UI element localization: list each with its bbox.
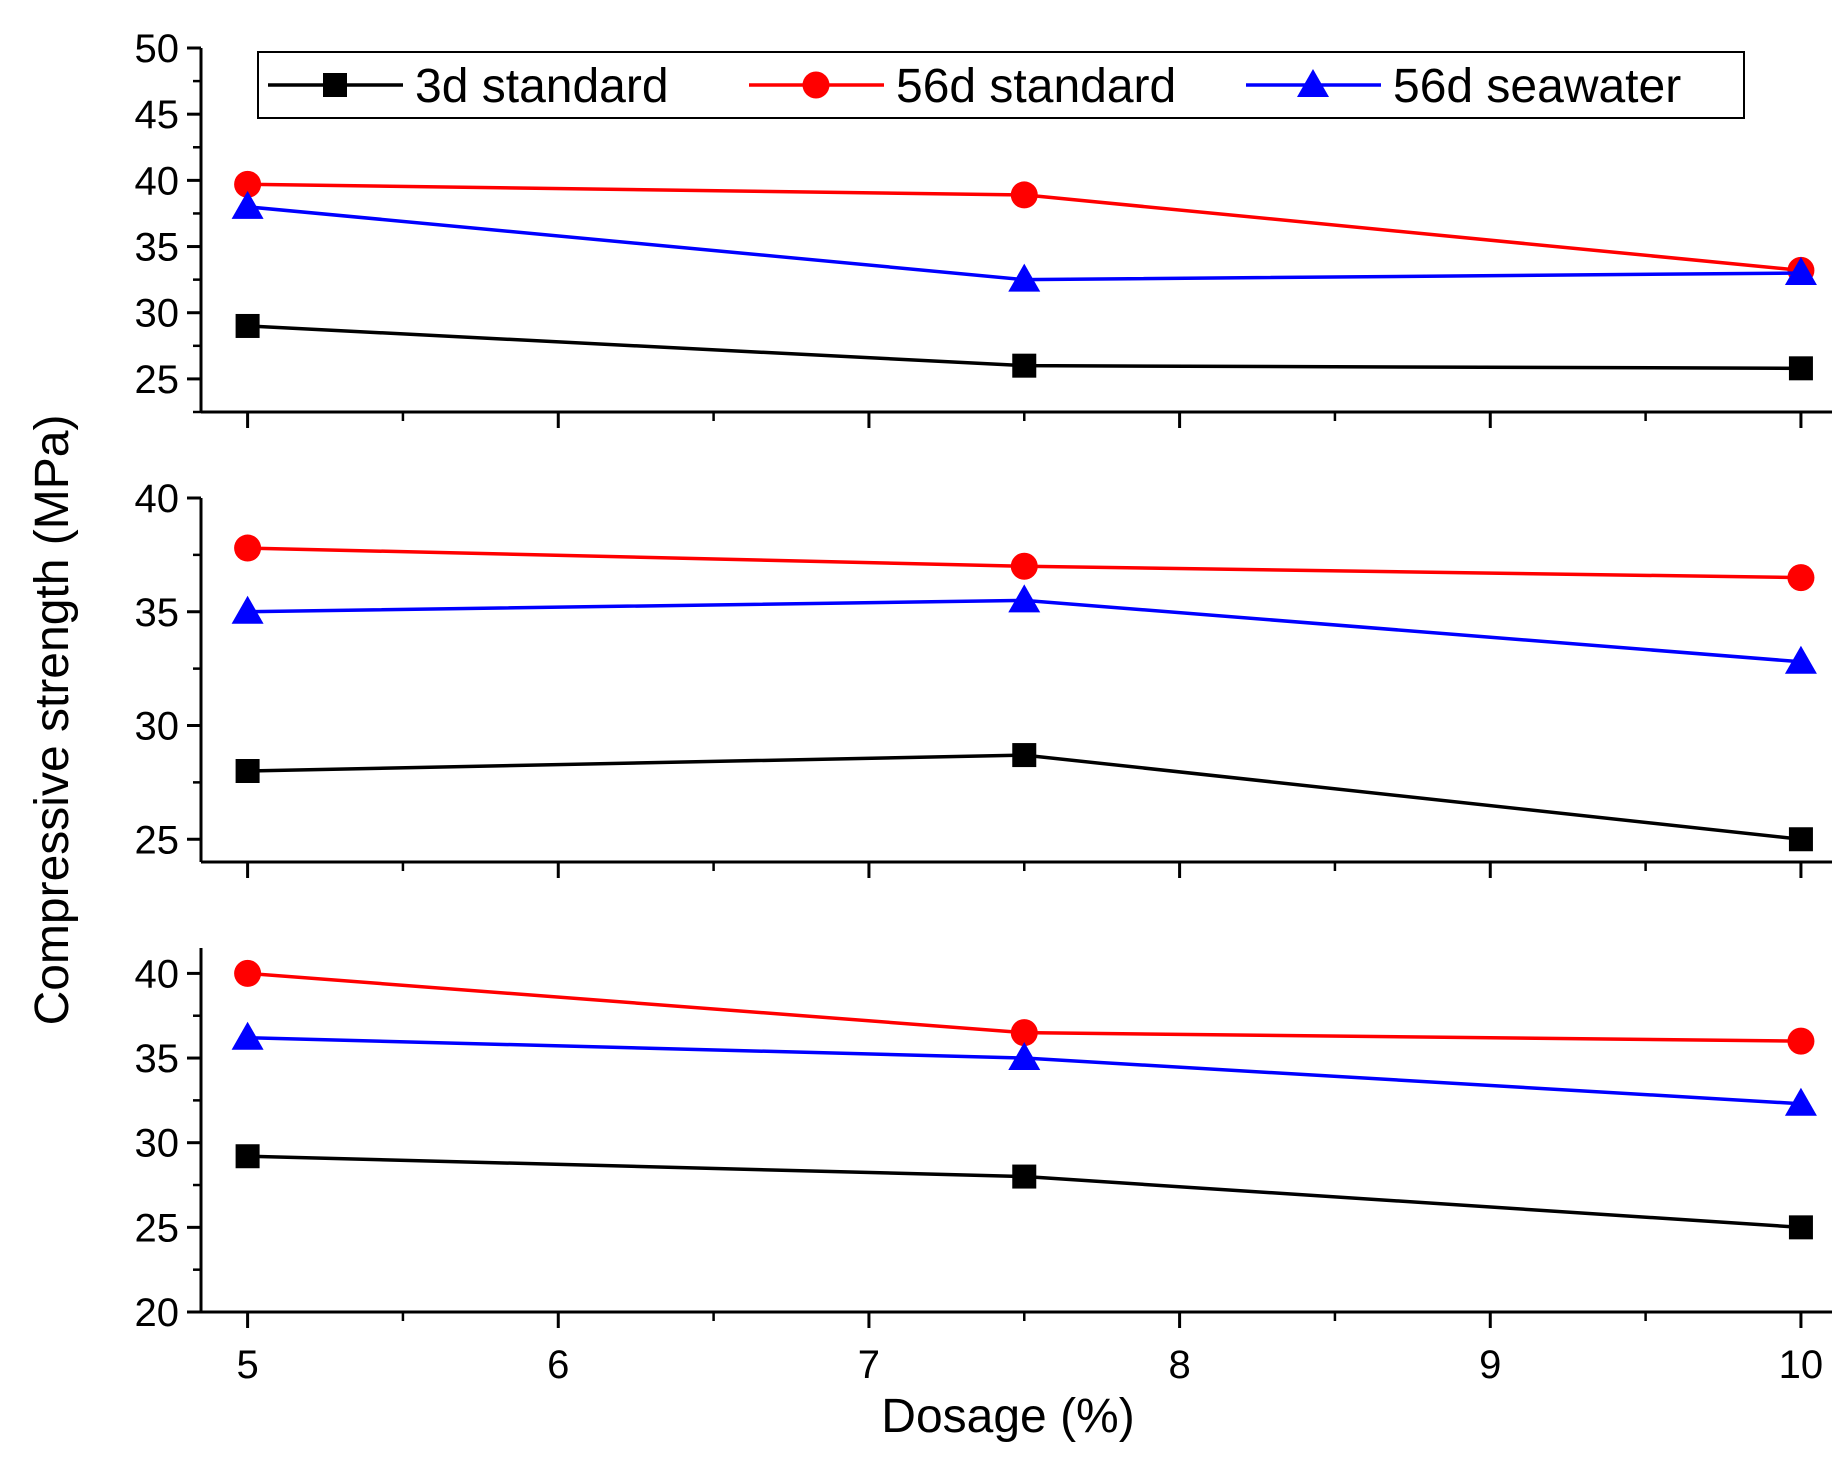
panel-3-3d-standard-point <box>1012 1164 1037 1189</box>
panel-3-y-tick-label: 25 <box>135 1206 180 1250</box>
panel-2-56d-seawater-point <box>1008 584 1041 613</box>
panel-1: 25 30 35 40 45 50 <box>135 27 1832 428</box>
panel-2-y-tick-label: 30 <box>135 705 180 749</box>
panel-1-3d-standard-point <box>235 313 260 338</box>
panel-3-series-3d-standard <box>235 1144 1813 1240</box>
panel-3: 20 25 30 35 40 5 6 7 8 9 10 <box>135 948 1832 1387</box>
panel-2-y-tick-label: 40 <box>135 477 180 521</box>
panel-3-series-56d-standard <box>234 959 1815 1055</box>
legend-56d-seawater-label: 56d seawater <box>1393 60 1681 113</box>
panel-3-56d-standard-point <box>1010 1019 1038 1047</box>
panel-1-y-tick-label: 25 <box>135 358 180 402</box>
panel-2-56d-seawater-point <box>1784 645 1817 674</box>
legend-3d-standard-label: 3d standard <box>415 60 669 113</box>
panel-1-56d-seawater-point <box>1008 263 1041 292</box>
panel-3-56d-standard-point <box>234 959 262 987</box>
panel-3-3d-standard-point <box>235 1144 260 1169</box>
panel-2-56d-standard-point <box>1010 552 1038 580</box>
panel-2-y-tick-label: 25 <box>135 818 180 862</box>
legend-entry-56d-seawater: 56d seawater <box>1246 60 1681 113</box>
panel-2-3d-standard-line <box>247 753 1802 841</box>
panel-3-56d-seawater-point <box>231 1021 264 1050</box>
panel-1-56d-standard-point <box>234 170 262 198</box>
panel-2-series-3d-standard <box>235 743 1813 852</box>
panel-3-y-tick-label: 30 <box>135 1122 180 1166</box>
x-tick-label: 8 <box>1168 1343 1190 1387</box>
panel-2-series-56d-standard <box>234 534 1815 592</box>
legend-box <box>257 51 1745 119</box>
panel-2-56d-standard-point <box>1787 564 1815 592</box>
panel-2-y-tick-label: 35 <box>135 591 180 635</box>
panel-1-y-tick-label: 35 <box>135 226 180 270</box>
panel-2-3d-standard-point <box>1788 827 1813 852</box>
legend-56d-standard-marker <box>802 71 830 99</box>
panel-2-56d-seawater-point <box>231 595 264 624</box>
panel-1-y-tick-label: 45 <box>135 93 180 137</box>
panel-1-56d-seawater-point <box>1784 257 1817 286</box>
legend-56d-standard-label: 56d standard <box>896 60 1176 113</box>
legend-56d-seawater-marker <box>1297 69 1329 97</box>
x-tick-label: 10 <box>1779 1343 1824 1387</box>
panel-3-y-tick-label: 40 <box>135 952 180 996</box>
panel-3-y-tick-label: 20 <box>135 1291 180 1335</box>
panel-2-3d-standard-point <box>1012 743 1037 768</box>
panel-1-y-tick-label: 40 <box>135 159 180 203</box>
panel-3-56d-seawater-point <box>1008 1042 1041 1071</box>
x-axis-label: Dosage (%) <box>881 1390 1134 1443</box>
panel-3-series-56d-seawater <box>231 1021 1817 1116</box>
panel-1-y-tick-label: 30 <box>135 292 180 336</box>
panel-1-3d-standard-point <box>1788 356 1813 381</box>
panels-layer: 25 30 35 40 45 50 25 30 35 40 20 25 30 35 40 5 6 7 8 9 10 <box>135 27 1832 1387</box>
panel-1-series-3d-standard <box>235 313 1813 381</box>
panel-2: 25 30 35 40 <box>135 477 1832 878</box>
x-tick-label: 9 <box>1479 1343 1501 1387</box>
legend: 3d standard 56d standard 56d seawater <box>257 51 1745 119</box>
x-tick-label: 5 <box>236 1343 258 1387</box>
panel-1-series-56d-seawater <box>231 190 1817 292</box>
x-tick-label: 6 <box>547 1343 569 1387</box>
legend-entry-3d-standard: 3d standard <box>268 60 669 113</box>
x-tick-label: 7 <box>858 1343 880 1387</box>
panel-1-3d-standard-point <box>1012 353 1037 378</box>
panel-2-56d-standard-point <box>234 534 262 562</box>
panel-2-3d-standard-point <box>235 759 260 783</box>
y-axis-label: Compressive strength (MPa) <box>26 415 79 1026</box>
legend-3d-standard-marker <box>323 73 347 97</box>
legend-entry-56d-standard: 56d standard <box>749 60 1176 113</box>
panel-3-56d-standard-point <box>1787 1027 1815 1055</box>
panel-1-56d-standard-point <box>1010 181 1038 209</box>
panel-3-56d-seawater-point <box>1784 1087 1817 1116</box>
panel-2-series-56d-seawater <box>231 584 1817 674</box>
panel-1-56d-seawater-point <box>231 190 264 219</box>
panel-1-y-tick-label: 50 <box>135 27 180 71</box>
panel-3-y-tick-label: 35 <box>135 1037 180 1081</box>
panel-3-3d-standard-point <box>1788 1215 1813 1240</box>
